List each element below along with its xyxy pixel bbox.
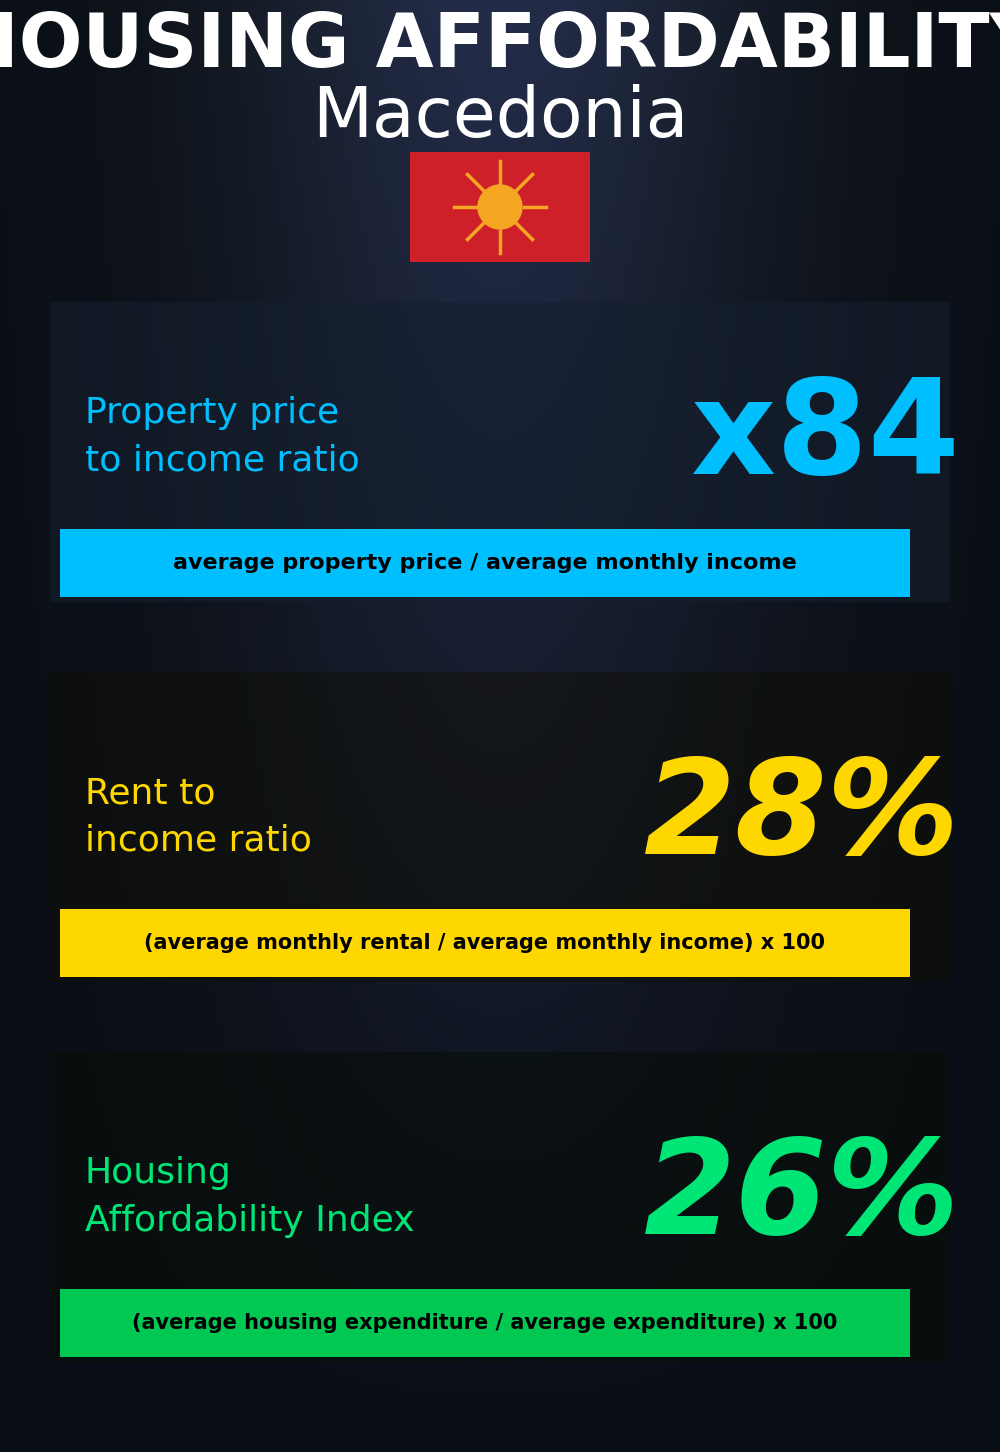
FancyBboxPatch shape	[50, 672, 950, 982]
Text: 26%: 26%	[644, 1134, 960, 1260]
FancyBboxPatch shape	[50, 302, 950, 603]
Text: Housing
Affordability Index: Housing Affordability Index	[85, 1156, 415, 1237]
Text: average property price / average monthly income: average property price / average monthly…	[173, 553, 797, 574]
FancyBboxPatch shape	[60, 1289, 910, 1358]
Text: (average monthly rental / average monthly income) x 100: (average monthly rental / average monthl…	[144, 934, 826, 953]
Text: 28%: 28%	[644, 754, 960, 880]
Text: Property price
to income ratio: Property price to income ratio	[85, 396, 360, 478]
Text: Macedonia: Macedonia	[312, 84, 688, 151]
Text: x84: x84	[691, 373, 960, 501]
FancyBboxPatch shape	[60, 909, 910, 977]
FancyBboxPatch shape	[50, 1053, 950, 1362]
FancyBboxPatch shape	[410, 152, 590, 261]
Text: (average housing expenditure / average expenditure) x 100: (average housing expenditure / average e…	[132, 1313, 838, 1333]
FancyBboxPatch shape	[60, 529, 910, 597]
Circle shape	[478, 184, 522, 229]
Text: Rent to
income ratio: Rent to income ratio	[85, 777, 312, 858]
Text: HOUSING AFFORDABILITY: HOUSING AFFORDABILITY	[0, 10, 1000, 84]
